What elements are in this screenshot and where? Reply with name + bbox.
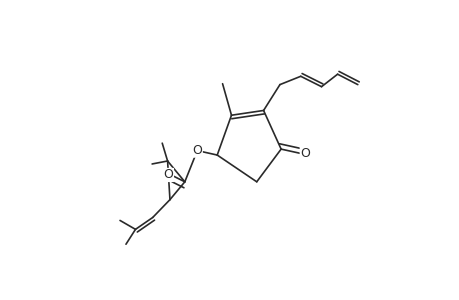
Text: O: O xyxy=(300,147,309,160)
Text: O: O xyxy=(163,169,173,182)
Text: O: O xyxy=(192,144,202,157)
